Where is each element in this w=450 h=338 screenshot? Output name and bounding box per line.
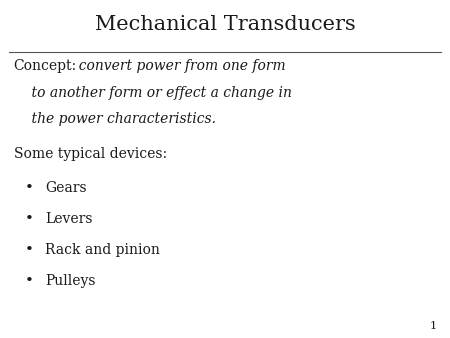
Text: •: • bbox=[25, 212, 34, 226]
Text: Levers: Levers bbox=[45, 212, 93, 226]
Text: Rack and pinion: Rack and pinion bbox=[45, 243, 160, 257]
Text: Concept:: Concept: bbox=[14, 59, 76, 73]
Text: Pulleys: Pulleys bbox=[45, 274, 95, 288]
Text: convert power from one form: convert power from one form bbox=[70, 59, 285, 73]
Text: Mechanical Transducers: Mechanical Transducers bbox=[94, 15, 356, 34]
Text: Some typical devices:: Some typical devices: bbox=[14, 147, 166, 161]
Text: 1: 1 bbox=[429, 321, 436, 331]
Text: •: • bbox=[25, 243, 34, 257]
Text: Gears: Gears bbox=[45, 181, 86, 195]
Text: to another form or effect a change in: to another form or effect a change in bbox=[14, 86, 292, 99]
Text: •: • bbox=[25, 181, 34, 195]
Text: the power characteristics.: the power characteristics. bbox=[14, 112, 216, 126]
Text: •: • bbox=[25, 274, 34, 288]
